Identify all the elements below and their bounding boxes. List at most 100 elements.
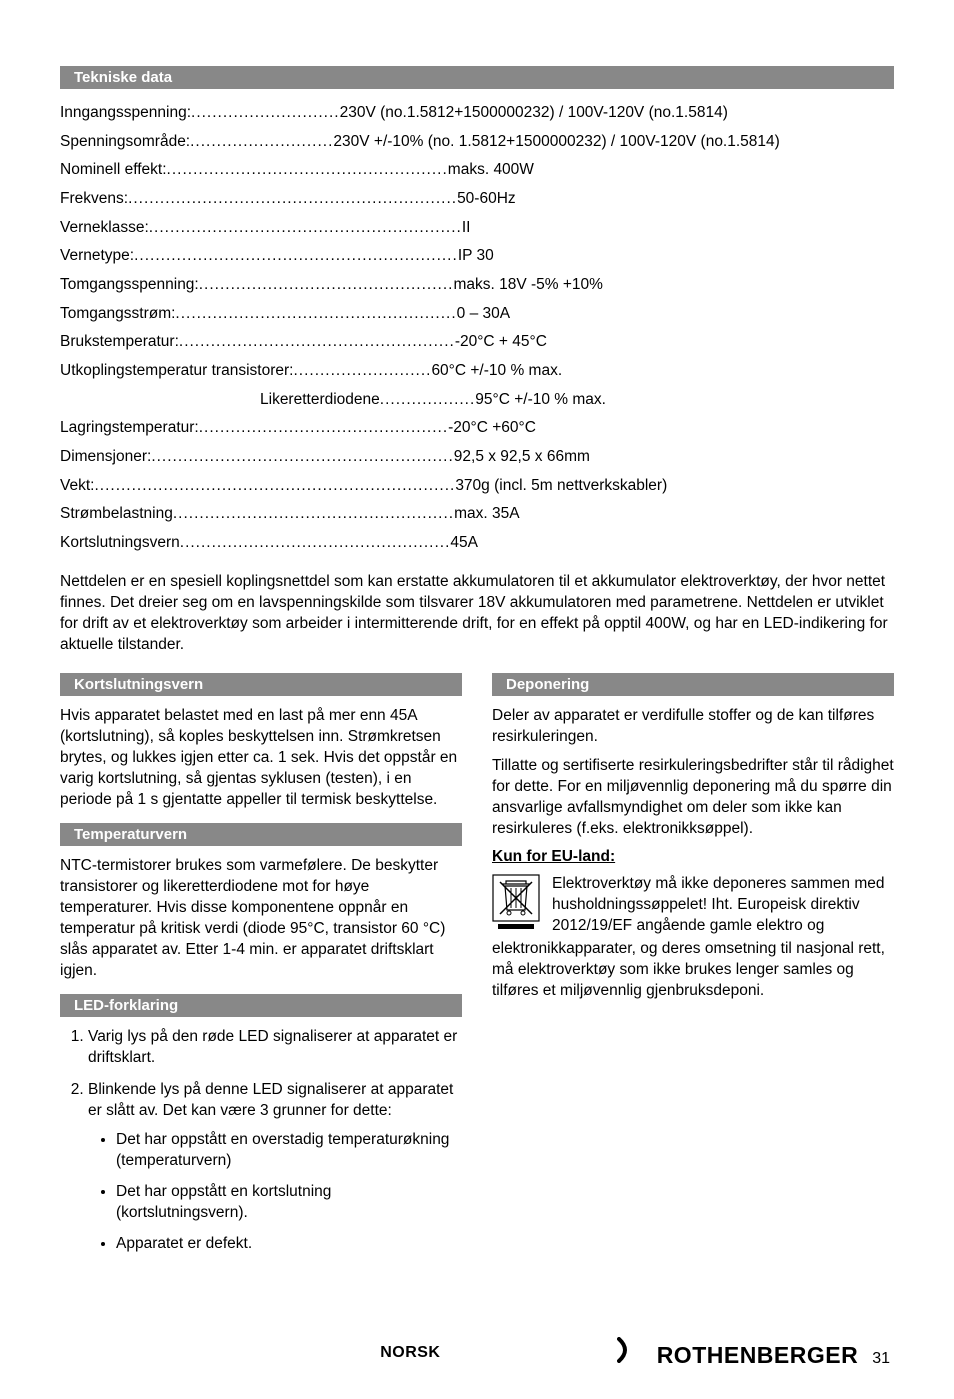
spec-label: Spenningsområde: [60, 128, 190, 157]
page-number: 31 [872, 1350, 890, 1368]
spec-dots: ........................................… [134, 242, 458, 271]
eu-rest-text: elektronikkapparater, og deres omsetning… [492, 939, 894, 1002]
spec-dots: ........................................… [94, 472, 455, 501]
deponering-p1: Deler av apparatet er verdifulle stoffer… [492, 706, 894, 748]
spec-value: 45A [450, 529, 478, 558]
spec-value: 0 – 30A [457, 300, 510, 329]
spec-row: Verneklasse:............................… [60, 214, 894, 243]
spec-row: Inngangsspenning:.......................… [60, 99, 894, 128]
weee-block: Elektroverktøy må ikke deponeres sammen … [492, 874, 894, 937]
spec-label: Utkoplingstemperatur transistorer: [60, 357, 293, 386]
spec-label: Nominell effekt: [60, 156, 167, 185]
eu-title: Kun for EU-land: [492, 848, 894, 866]
list-item: Blinkende lys på denne LED signaliserer … [88, 1080, 462, 1254]
spec-dots: ........................................… [167, 156, 448, 185]
page-root: Tekniske data Inngangsspenning:.........… [0, 0, 954, 1399]
spec-dots: ........................................… [175, 300, 456, 329]
kortslutning-paragraph: Hvis apparatet belastet med en last på m… [60, 706, 462, 811]
left-column: Kortslutningsvern Hvis apparatet belaste… [60, 667, 462, 1266]
spec-label: Frekvens: [60, 185, 128, 214]
eu-icon-text: Elektroverktøy må ikke deponeres sammen … [552, 874, 894, 937]
spec-row: Tomgangsstrøm:..........................… [60, 300, 894, 329]
spec-label: Tomgangsspenning: [60, 271, 199, 300]
two-column-area: Kortslutningsvern Hvis apparatet belaste… [60, 667, 894, 1266]
section-kortslutningsvern: Kortslutningsvern [60, 673, 462, 696]
page-footer: NORSK ROTHENBERGER 31 [60, 1337, 894, 1369]
spec-label: Verneklasse: [60, 214, 149, 243]
spec-row: Kortslutningsvern.......................… [60, 529, 894, 558]
spec-value: maks. 400W [448, 156, 534, 185]
brand-chevron-icon [617, 1337, 643, 1368]
spec-row: Dimensjoner: ...........................… [60, 443, 894, 472]
spec-row: Likeretterdiodene..................95°C … [60, 386, 894, 415]
section-tekniske-data: Tekniske data [60, 66, 894, 89]
right-column: Deponering Deler av apparatet er verdifu… [492, 667, 894, 1266]
led-item-1-text: Varig lys på den røde LED signaliserer a… [88, 1028, 457, 1066]
spec-value: -20°C + 45°C [455, 328, 547, 357]
spec-label: Brukstemperatur: [60, 328, 179, 357]
spec-label: Strømbelastning [60, 500, 173, 529]
spec-label: Vernetype: [60, 242, 134, 271]
spec-table: Inngangsspenning:.......................… [60, 99, 894, 558]
spec-label: Likeretterdiodene [260, 386, 380, 415]
deponering-p2: Tillatte og sertifiserte resirkuleringsb… [492, 756, 894, 840]
temperatur-paragraph: NTC-termistorer brukes som varmefølere. … [60, 856, 462, 982]
spec-value: 92,5 x 92,5 x 66mm [454, 443, 590, 472]
section-led-forklaring: LED-forklaring [60, 994, 462, 1017]
spec-row: Frekvens: ..............................… [60, 185, 894, 214]
spec-row: Vernetype:..............................… [60, 242, 894, 271]
spec-dots: ........................... [190, 128, 333, 157]
footer-brand-block: ROTHENBERGER 31 [617, 1337, 890, 1369]
spec-label: Kortslutningsvern [60, 529, 180, 558]
list-item: Varig lys på den røde LED signaliserer a… [88, 1027, 462, 1069]
spec-value: IP 30 [458, 242, 494, 271]
spec-label: Inngangsspenning: [60, 99, 191, 128]
spec-row: Strømbelastning.........................… [60, 500, 894, 529]
led-item-2-intro: Blinkende lys på denne LED signaliserer … [88, 1081, 453, 1119]
spec-label: Vekt: [60, 472, 94, 501]
list-item: Det har oppstått en overstadig temperatu… [116, 1130, 462, 1172]
section-temperaturvern: Temperaturvern [60, 823, 462, 846]
spec-value: 60°C +/-10 % max. [431, 357, 562, 386]
spec-value: 95°C +/-10 % max. [475, 386, 606, 415]
footer-language: NORSK [204, 1344, 617, 1362]
spec-label: Dimensjoner: [60, 443, 151, 472]
spec-row: Brukstemperatur: .......................… [60, 328, 894, 357]
spec-value: maks. 18V -5% +10% [453, 271, 602, 300]
spec-row: Utkoplingstemperatur transistorer: .....… [60, 357, 894, 386]
led-sub-3: Apparatet er defekt. [116, 1235, 252, 1252]
spec-label: Lagringstemperatur: [60, 414, 199, 443]
section-deponering: Deponering [492, 673, 894, 696]
spec-label: Tomgangsstrøm: [60, 300, 175, 329]
brand-name: ROTHENBERGER [657, 1342, 859, 1369]
intro-paragraph: Nettdelen er en spesiell koplingsnettdel… [60, 572, 894, 656]
spec-dots: ............................ [191, 99, 340, 128]
spec-value: 230V (no.1.5812+1500000232) / 100V-120V … [340, 99, 728, 128]
spec-dots: ........................................… [179, 328, 455, 357]
spec-value: max. 35A [454, 500, 519, 529]
spec-row: Nominell effekt: .......................… [60, 156, 894, 185]
spec-dots: ........................................… [151, 443, 453, 472]
led-ordered-list: Varig lys på den røde LED signaliserer a… [60, 1027, 462, 1255]
spec-value: 230V +/-10% (no. 1.5812+1500000232) / 10… [333, 128, 779, 157]
led-sub-1: Det har oppstått en overstadig temperatu… [116, 1131, 449, 1169]
spec-dots: .................. [380, 386, 476, 415]
led-sublist: Det har oppstått en overstadig temperatu… [88, 1130, 462, 1255]
spec-row: Lagringstemperatur:.....................… [60, 414, 894, 443]
spec-value: 50-60Hz [457, 185, 516, 214]
spec-dots: ........................................… [173, 500, 454, 529]
spec-dots: ........................................… [199, 271, 454, 300]
list-item: Det har oppstått en kortslutning (kortsl… [116, 1182, 462, 1224]
led-sub-2: Det har oppstått en kortslutning (kortsl… [116, 1183, 331, 1221]
spec-value: II [462, 214, 471, 243]
spec-dots: ........................................… [149, 214, 462, 243]
spec-dots: ........................................… [199, 414, 448, 443]
spec-dots: ........................................… [128, 185, 457, 214]
list-item: Apparatet er defekt. [116, 1234, 462, 1255]
spec-row: Tomgangsspenning:.......................… [60, 271, 894, 300]
spec-dots: ........................................… [180, 529, 451, 558]
spec-dots: .......................... [293, 357, 431, 386]
spec-row: Spenningsområde: .......................… [60, 128, 894, 157]
spec-value: 370g (incl. 5m nettverkskabler) [455, 472, 667, 501]
spec-row: Vekt: ..................................… [60, 472, 894, 501]
